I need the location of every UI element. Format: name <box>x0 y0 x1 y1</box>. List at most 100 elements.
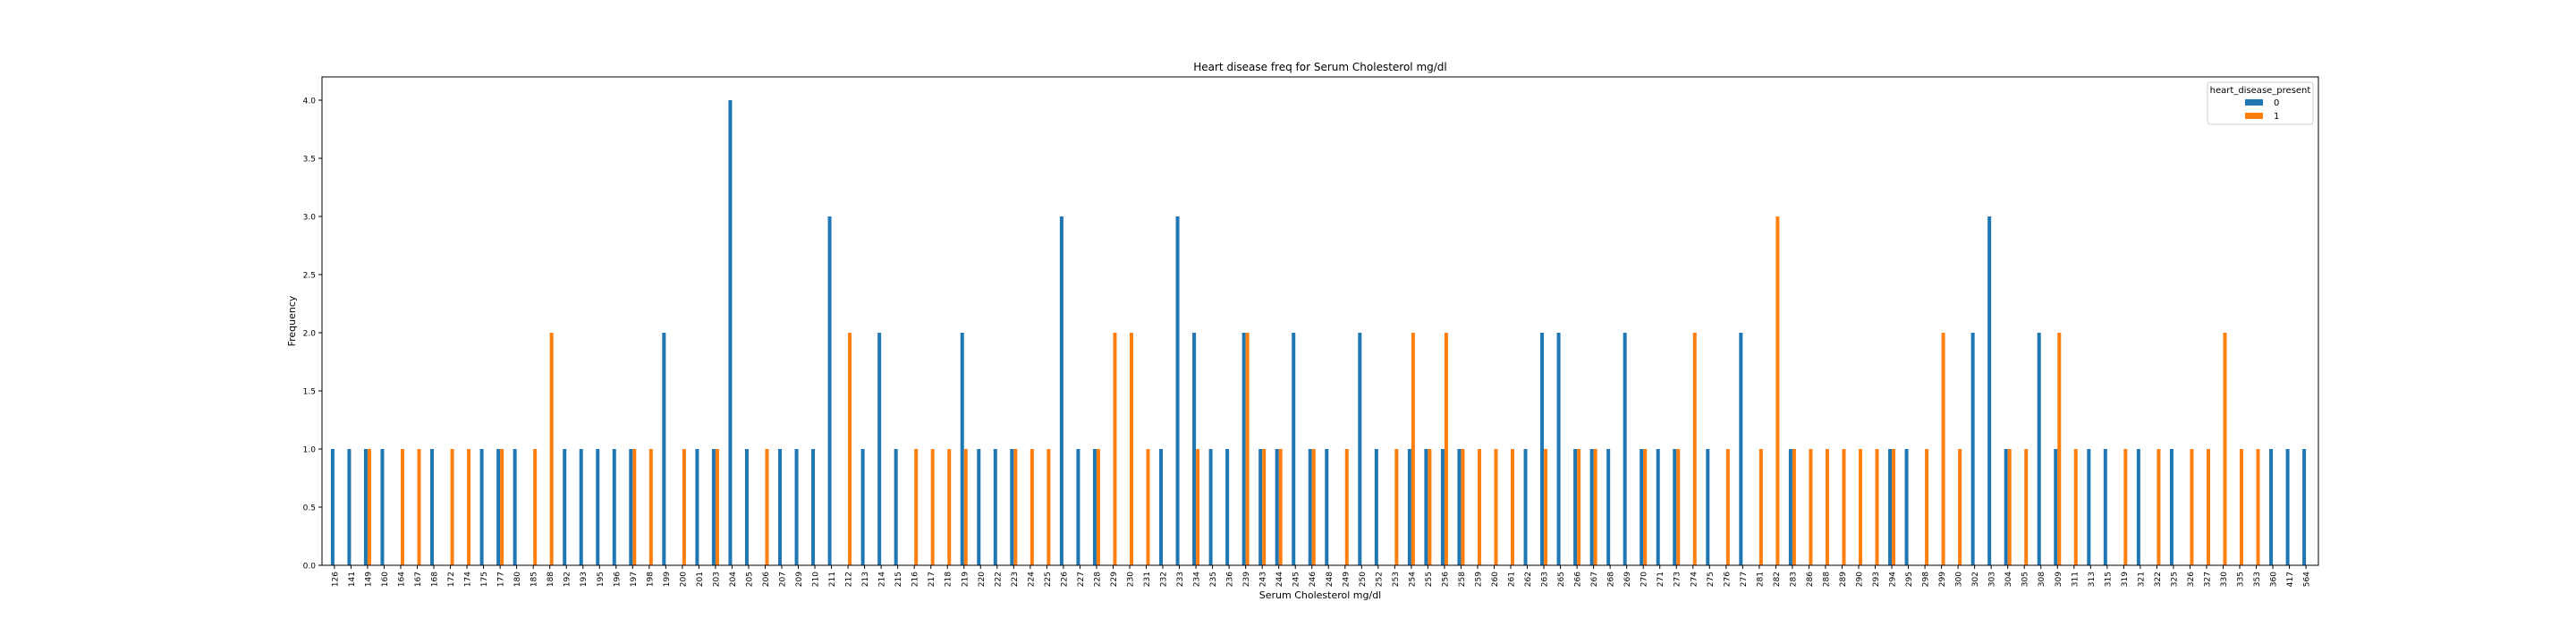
bar-series-1 <box>765 449 769 565</box>
bar-series-0 <box>2037 333 2041 565</box>
x-tick-label: 215 <box>894 572 903 587</box>
x-tick-label: 214 <box>878 572 887 587</box>
bar-series-0 <box>2136 449 2140 565</box>
bar-series-0 <box>612 449 616 565</box>
x-tick-label: 234 <box>1193 572 1202 587</box>
bar-series-1 <box>963 449 968 565</box>
bar-series-1 <box>1725 449 1730 565</box>
x-axis: 126 141 149 160 164 167 168 172 174 175 177 180 185 1… <box>331 565 2312 587</box>
x-tick-label: 230 <box>1126 572 1135 587</box>
bar-series-0 <box>1523 449 1528 565</box>
bar-series-0 <box>2302 449 2307 565</box>
bar-series-1 <box>1461 449 1465 565</box>
x-tick-label: 195 <box>597 572 606 587</box>
x-tick-label: 164 <box>397 572 406 587</box>
x-tick-label: 228 <box>1093 572 1102 587</box>
x-tick-label: 311 <box>2071 572 2080 587</box>
x-tick-label: 244 <box>1275 572 1284 587</box>
bar-series-1 <box>1444 333 1448 565</box>
bar-series-1 <box>1046 449 1051 565</box>
x-tick-label: 330 <box>2220 572 2229 587</box>
x-tick-label: 265 <box>1557 572 1566 587</box>
bar-series-0 <box>1059 216 1063 565</box>
bar-series-0 <box>993 449 997 565</box>
legend-label-series-0: 0 <box>2274 98 2279 108</box>
bar-series-1 <box>1858 449 1862 565</box>
bar-series-1 <box>1825 449 1829 565</box>
bar-series-0 <box>1424 449 1428 565</box>
bar-series-1 <box>533 449 538 565</box>
x-tick-label: 175 <box>480 572 489 587</box>
x-tick-label: 200 <box>679 572 688 587</box>
x-tick-label: 261 <box>1508 572 1517 587</box>
bar-series-1 <box>400 449 404 565</box>
bar-series-1 <box>1892 449 1896 565</box>
bar-series-0 <box>728 100 733 565</box>
bar-series-1 <box>1758 449 1763 565</box>
x-tick-label: 149 <box>364 572 373 587</box>
bar-series-0 <box>1010 449 1014 565</box>
bar-series-0 <box>711 449 716 565</box>
bar-series-0 <box>347 449 352 565</box>
bar-series-1 <box>1196 449 1200 565</box>
bar-series-0 <box>1092 449 1097 565</box>
legend-label-series-1: 1 <box>2274 112 2279 122</box>
x-tick-label: 282 <box>1773 572 1782 587</box>
bar-series-0 <box>1640 449 1644 565</box>
x-tick-label: 205 <box>745 572 754 587</box>
y-tick-label: 3.0 <box>303 214 317 223</box>
x-tick-label: 259 <box>1474 572 1483 587</box>
x-tick-label: 286 <box>1806 572 1815 587</box>
y-tick-label: 3.5 <box>303 156 316 165</box>
bar-series-0 <box>1241 333 1246 565</box>
x-tick-label: 207 <box>779 572 788 587</box>
bar-series-1 <box>1511 449 1515 565</box>
bar-series-0 <box>1407 449 1411 565</box>
x-tick-label: 268 <box>1607 572 1616 587</box>
bar-series-0 <box>1673 449 1677 565</box>
bar-series-0 <box>2087 449 2091 565</box>
bar-series-1 <box>1394 449 1399 565</box>
bar-series-1 <box>1494 449 1498 565</box>
x-tick-label: 326 <box>2187 572 2196 587</box>
bar-series-1 <box>1146 449 1150 565</box>
x-tick-label: 300 <box>1955 572 1964 587</box>
bar-series-0 <box>1076 449 1080 565</box>
x-tick-label: 313 <box>2088 572 2097 587</box>
legend-title: heart_disease_present <box>2210 86 2311 96</box>
bar-series-0 <box>596 449 600 565</box>
bar-series-0 <box>2285 449 2290 565</box>
x-tick-label: 210 <box>812 572 821 587</box>
bar-series-0 <box>827 216 832 565</box>
legend-swatch-series-0 <box>2245 99 2263 106</box>
x-tick-label: 253 <box>1392 572 1401 587</box>
x-tick-label: 305 <box>2021 572 2030 587</box>
x-tick-label: 262 <box>1524 572 1533 587</box>
x-tick-label: 294 <box>1889 572 1898 587</box>
x-tick-label: 308 <box>2038 572 2046 587</box>
x-tick-label: 417 <box>2286 572 2295 587</box>
x-tick-label: 231 <box>1143 572 1152 587</box>
bar-series-0 <box>1325 449 1329 565</box>
x-tick-label: 276 <box>1723 572 1732 587</box>
x-tick-label: 209 <box>795 572 804 587</box>
bar-series-0 <box>1358 333 1362 565</box>
bar-series-1 <box>1096 449 1100 565</box>
x-tick-label: 298 <box>1922 572 1931 587</box>
x-tick-label: 223 <box>1011 572 1020 587</box>
y-tick-label: 0.0 <box>303 563 317 572</box>
bar-series-1 <box>632 449 637 565</box>
x-tick-label: 229 <box>1110 572 1119 587</box>
x-tick-label: 245 <box>1292 572 1301 587</box>
bar-series-0 <box>430 449 435 565</box>
bar-series-1 <box>450 449 454 565</box>
y-tick-label: 4.0 <box>303 97 317 106</box>
bar-series-1 <box>1692 333 1697 565</box>
x-tick-label: 254 <box>1408 572 1417 587</box>
x-tick-label: 274 <box>1690 572 1699 587</box>
bar-series-1 <box>930 449 935 565</box>
x-tick-label: 273 <box>1674 572 1682 587</box>
bar-series-1 <box>1809 449 1813 565</box>
bar-series-1 <box>2190 449 2194 565</box>
